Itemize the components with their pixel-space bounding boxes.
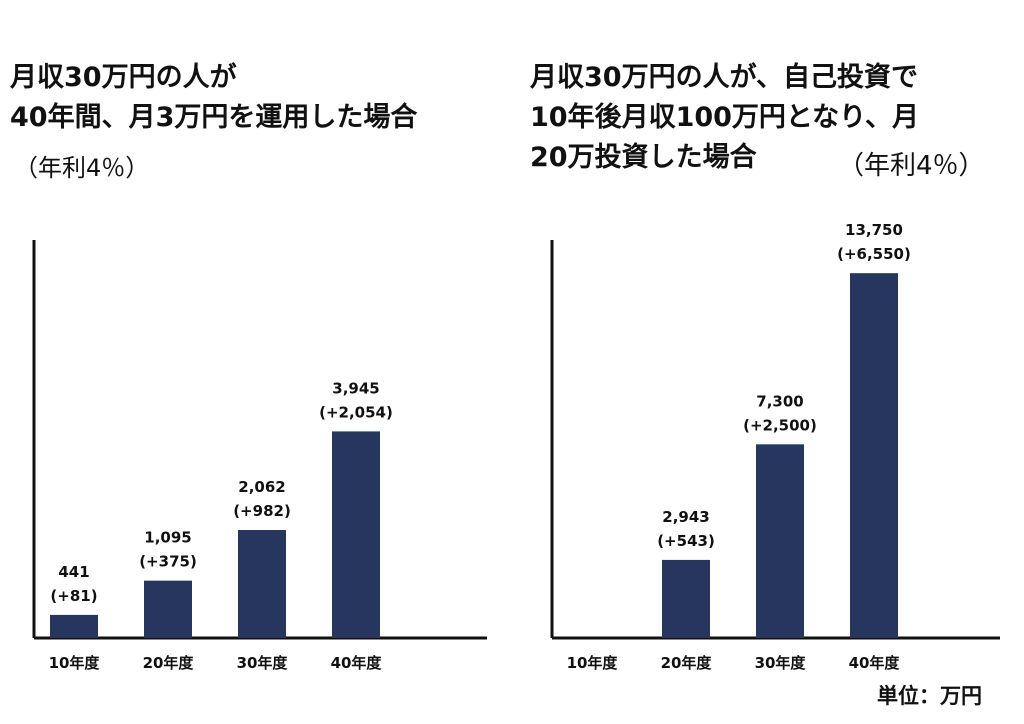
value-label: 2,062 [238, 478, 285, 496]
right-title-line-1: 月収30万円の人が、自己投資で [530, 62, 919, 93]
right-interest-note: （年利4％） [838, 151, 985, 181]
bar-3 [756, 444, 804, 638]
gain-label: (+543) [657, 532, 715, 550]
gain-label: (+2,054) [319, 403, 393, 421]
gain-label: (+81) [50, 587, 97, 605]
value-label: 2,943 [662, 508, 709, 526]
right-chart-title: 月収30万円の人が、自己投資で 10年後月収100万円となり、月 20万投資した… [530, 58, 919, 178]
value-label: 1,095 [144, 529, 191, 547]
x-tick-label: 10年度 [49, 654, 101, 672]
left-title-line-1: 月収30万円の人が [10, 62, 237, 93]
bar-4 [850, 273, 898, 638]
unit-label: 単位：万円 [877, 684, 982, 708]
left-interest-note: （年利4％） [14, 154, 150, 182]
x-tick-label: 30年度 [237, 654, 289, 672]
gain-label: (+2,500) [743, 416, 817, 434]
x-tick-label: 30年度 [755, 654, 807, 672]
gain-label: (+6,550) [837, 245, 911, 263]
bar-1 [50, 614, 98, 638]
x-tick-label: 10年度 [567, 654, 619, 672]
value-label: 13,750 [845, 221, 903, 239]
right-title-line-2: 10年後月収100万円となり、月 [530, 102, 920, 133]
x-tick-label: 40年度 [849, 654, 901, 672]
value-label: 441 [58, 563, 89, 581]
right-title-line-3: 20万投資した場合 [530, 142, 757, 173]
x-tick-label: 40年度 [331, 654, 383, 672]
left-title-line-2: 40年間、月3万円を運用した場合 [10, 102, 418, 133]
gain-label: (+375) [139, 553, 197, 571]
gain-label: (+982) [233, 502, 291, 520]
value-label: 7,300 [756, 392, 803, 410]
x-tick-label: 20年度 [661, 654, 713, 672]
left-chart-title: 月収30万円の人が 40年間、月3万円を運用した場合 [10, 58, 417, 138]
bar-3 [238, 530, 286, 638]
bar-2 [662, 559, 710, 638]
bar-4 [332, 431, 380, 638]
x-tick-label: 20年度 [143, 654, 195, 672]
bar-2 [144, 580, 192, 638]
value-label: 3,945 [332, 379, 379, 397]
